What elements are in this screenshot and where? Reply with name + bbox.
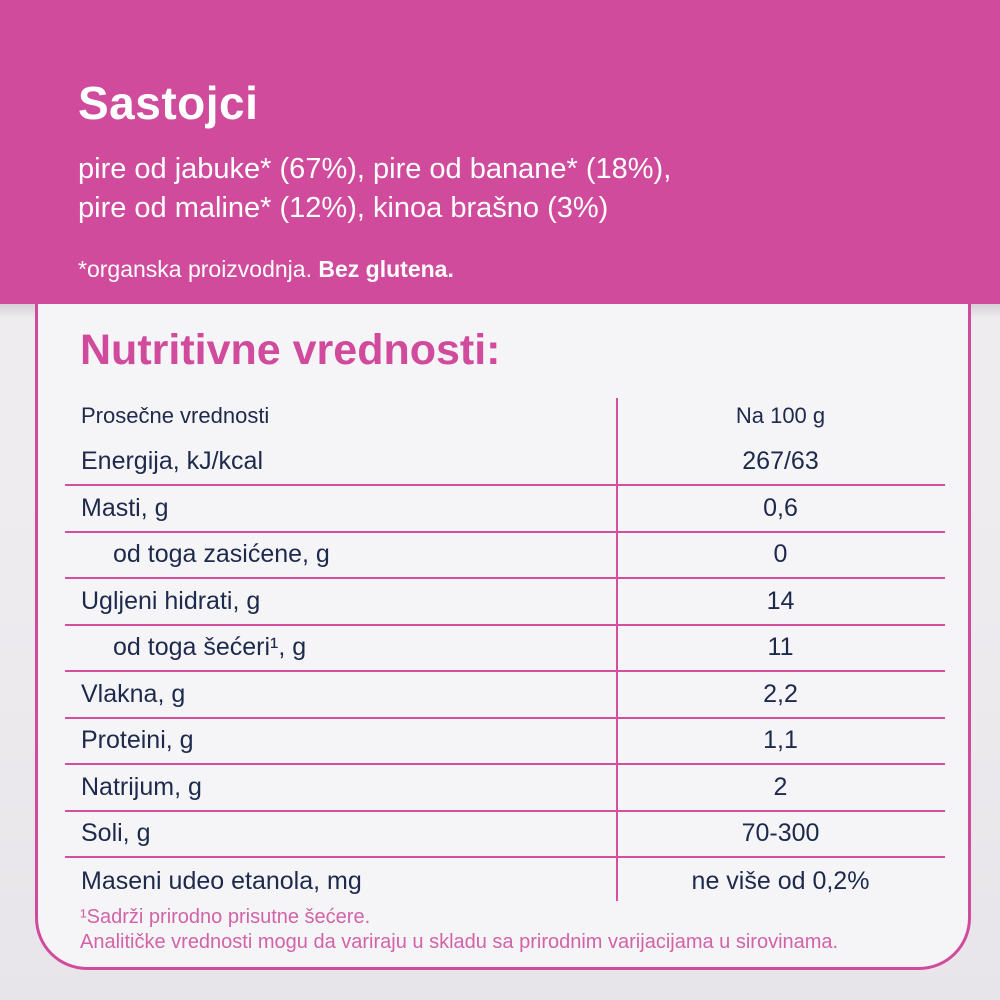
table-row: Ugljeni hidrati, g 14	[65, 579, 945, 626]
ingredients-line-2: pire od maline* (12%), kinoa brašno (3%)	[78, 192, 609, 224]
table-row: Soli, g 70-300	[65, 812, 945, 858]
table-row: Vlakna, g 2,2	[65, 672, 945, 719]
table-row: Energija, kJ/kcal 267/63	[65, 440, 945, 486]
table-row: Maseni udeo etanola, mg ne više od 0,2%	[65, 858, 945, 905]
nutrition-card: Nutritivne vrednosti: Prosečne vrednosti…	[35, 304, 971, 970]
row-label: Ugljeni hidrati, g	[81, 586, 261, 615]
gluten-free-label: Bez glutena.	[318, 256, 454, 282]
column-divider-line	[616, 398, 618, 901]
footnote-analytic: Analitičke vrednosti mogu da variraju u …	[80, 931, 839, 953]
row-label: Vlakna, g	[81, 679, 186, 708]
row-value: 0,6	[763, 493, 798, 522]
row-label: od toga šećeri¹, g	[113, 633, 307, 662]
ingredients-title-text: Sastojci	[78, 77, 259, 129]
table-row: Masti, g 0,6	[65, 486, 945, 533]
row-value: 2	[773, 772, 788, 801]
row-label: Energija, kJ/kcal	[81, 447, 264, 476]
column-header-label: Prosečne vrednosti	[81, 403, 270, 429]
row-label: od toga zasićene, g	[113, 540, 330, 569]
row-label: Maseni udeo etanola, mg	[81, 866, 362, 895]
nutrition-title: Nutritivne vrednosti:	[80, 326, 501, 374]
row-value: 267/63	[742, 447, 819, 476]
ingredients-title: Sastojci	[78, 76, 258, 130]
row-value: 11	[767, 633, 794, 662]
table-row: od toga zasićene, g 0	[65, 533, 945, 579]
row-label: Natrijum, g	[81, 772, 202, 801]
ingredients-list: pire od jabuke* (67%), pire od banane* (…	[78, 150, 671, 228]
ingredients-line-1: pire od jabuke* (67%), pire od banane* (…	[78, 153, 672, 185]
column-header-value: Na 100 g	[735, 403, 826, 429]
row-value: ne više od 0,2%	[691, 866, 870, 895]
ingredients-note: *organska proizvodnja. Bez glutena.	[78, 256, 454, 283]
footnotes: ¹Sadrži prirodno prisutne šećere. Analit…	[80, 905, 838, 955]
row-label: Masti, g	[81, 493, 169, 522]
table-header-row: Prosečne vrednosti Na 100 g	[65, 393, 945, 440]
table-row: od toga šećeri¹, g 11	[65, 626, 945, 672]
row-value: 70-300	[741, 819, 820, 848]
table-row: Natrijum, g 2	[65, 765, 945, 812]
row-value: 1,1	[763, 726, 798, 755]
row-label: Soli, g	[81, 819, 151, 848]
table-row: Proteini, g 1,1	[65, 719, 945, 765]
row-value: 0	[773, 540, 788, 569]
row-label: Proteini, g	[81, 726, 194, 755]
footnote-sugars: ¹Sadrži prirodno prisutne šećere.	[80, 906, 371, 928]
nutrition-table-rows: Energija, kJ/kcal 267/63 Masti, g 0,6 od…	[65, 440, 945, 905]
ingredients-panel: Sastojci pire od jabuke* (67%), pire od …	[0, 0, 1000, 304]
row-value: 2,2	[763, 679, 798, 708]
ingredients-note-text: *organska proizvodnja.	[78, 256, 319, 282]
nutrition-table: Prosečne vrednosti Na 100 g Energija, kJ…	[65, 393, 945, 905]
row-value: 14	[766, 586, 795, 615]
